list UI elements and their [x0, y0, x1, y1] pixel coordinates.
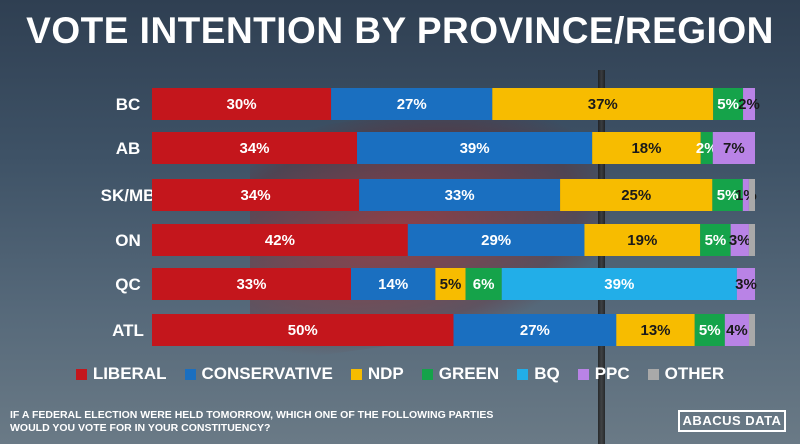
legend-label: OTHER: [664, 364, 725, 383]
legend-item: BQ: [517, 364, 560, 384]
data-label: 14%: [378, 276, 408, 293]
bar-segment: [724, 314, 749, 346]
legend-swatch: [647, 368, 659, 380]
data-label: 5%: [717, 96, 739, 113]
category-label: QC: [115, 275, 141, 294]
bar-segment: [152, 88, 332, 120]
data-label: 33%: [445, 187, 475, 204]
category-label: ON: [115, 231, 141, 250]
legend: LIBERAL CONSERVATIVE NDP GREEN BQ PPC OTHER: [0, 364, 800, 384]
legend-label: GREEN: [438, 364, 500, 383]
bar-segment: [152, 268, 351, 300]
data-label: 33%: [236, 276, 266, 293]
bar-segment: [713, 88, 744, 120]
bar-segment: [592, 132, 701, 164]
survey-question: IF A FEDERAL ELECTION WERE HELD TOMORROW…: [10, 409, 494, 434]
data-label: 42%: [265, 232, 295, 249]
category-label: BC: [116, 95, 141, 114]
data-label: 19%: [627, 232, 657, 249]
data-label: 34%: [241, 187, 271, 204]
bar-segment: [560, 179, 713, 211]
data-label: 5%: [699, 322, 721, 339]
legend-swatch: [75, 368, 87, 380]
bar-segment: [350, 268, 436, 300]
legend-item: LIBERAL: [75, 364, 167, 384]
legend-item: PPC: [577, 364, 630, 384]
data-label: 50%: [288, 322, 318, 339]
bar-segment: [694, 314, 725, 346]
bar-segment: [748, 224, 755, 256]
data-label: 39%: [604, 276, 634, 293]
bar-segment: [501, 268, 737, 300]
bar-segment: [700, 224, 731, 256]
legend-label: NDP: [367, 364, 404, 383]
data-label: 3%: [735, 276, 757, 293]
data-label: 7%: [723, 140, 745, 157]
background-flagpole: [598, 70, 605, 444]
bar-segment: [453, 314, 617, 346]
data-label: 4%: [726, 322, 748, 339]
category-label: AB: [116, 139, 141, 158]
abacus-data-logo: ABACUS DATA: [678, 410, 786, 432]
data-label: 29%: [481, 232, 511, 249]
legend-swatch: [577, 368, 589, 380]
legend-label: CONSERVATIVE: [201, 364, 333, 383]
bar-segment: [152, 224, 408, 256]
data-label: 39%: [460, 140, 490, 157]
legend-item: CONSERVATIVE: [184, 364, 333, 384]
data-label: 25%: [621, 187, 651, 204]
data-label: 13%: [640, 322, 670, 339]
bar-segment: [359, 179, 561, 211]
category-label: SK/MB: [101, 186, 156, 205]
data-label: 18%: [631, 140, 661, 157]
data-label: 34%: [239, 140, 269, 157]
bar-segment: [465, 268, 502, 300]
chart-title: VOTE INTENTION BY PROVINCE/REGION: [26, 10, 774, 51]
data-label: 3%: [729, 232, 751, 249]
bar-segment: [357, 132, 593, 164]
bar-segment: [743, 88, 755, 120]
legend-swatch: [350, 368, 362, 380]
data-label: 5%: [717, 187, 739, 204]
legend-item: NDP: [350, 364, 404, 384]
bar-segment: [730, 224, 749, 256]
bar-segment: [712, 179, 743, 211]
legend-swatch: [517, 368, 529, 380]
bar-segment: [616, 314, 695, 346]
bar-segment: [748, 314, 755, 346]
data-label: 5%: [705, 232, 727, 249]
bar-segment: [742, 179, 749, 211]
legend-item: OTHER: [647, 364, 725, 384]
legend-label: LIBERAL: [92, 364, 167, 383]
legend-swatch: [184, 368, 196, 380]
data-label: 6%: [473, 276, 495, 293]
bar-segment: [331, 88, 493, 120]
bar-segment: [748, 179, 755, 211]
data-label: 30%: [227, 96, 257, 113]
legend-label: BQ: [534, 364, 560, 383]
data-label: 27%: [397, 96, 427, 113]
bar-segment: [152, 179, 360, 211]
data-label: 37%: [588, 96, 618, 113]
legend-item: GREEN: [421, 364, 500, 384]
category-label: ATL: [112, 321, 144, 340]
data-label: 2%: [696, 140, 718, 157]
bar-segment: [584, 224, 701, 256]
data-label: 5%: [440, 276, 462, 293]
legend-swatch: [421, 368, 433, 380]
legend-label: PPC: [594, 364, 630, 383]
bar-segment: [435, 268, 466, 300]
bar-segment: [407, 224, 585, 256]
bar-segment: [700, 132, 713, 164]
bar-segment: [712, 132, 755, 164]
data-label: 27%: [520, 322, 550, 339]
bar-segment: [152, 132, 358, 164]
bar-segment: [736, 268, 755, 300]
bar-segment: [152, 314, 454, 346]
bar-segment: [492, 88, 714, 120]
data-label: 2%: [738, 96, 760, 113]
